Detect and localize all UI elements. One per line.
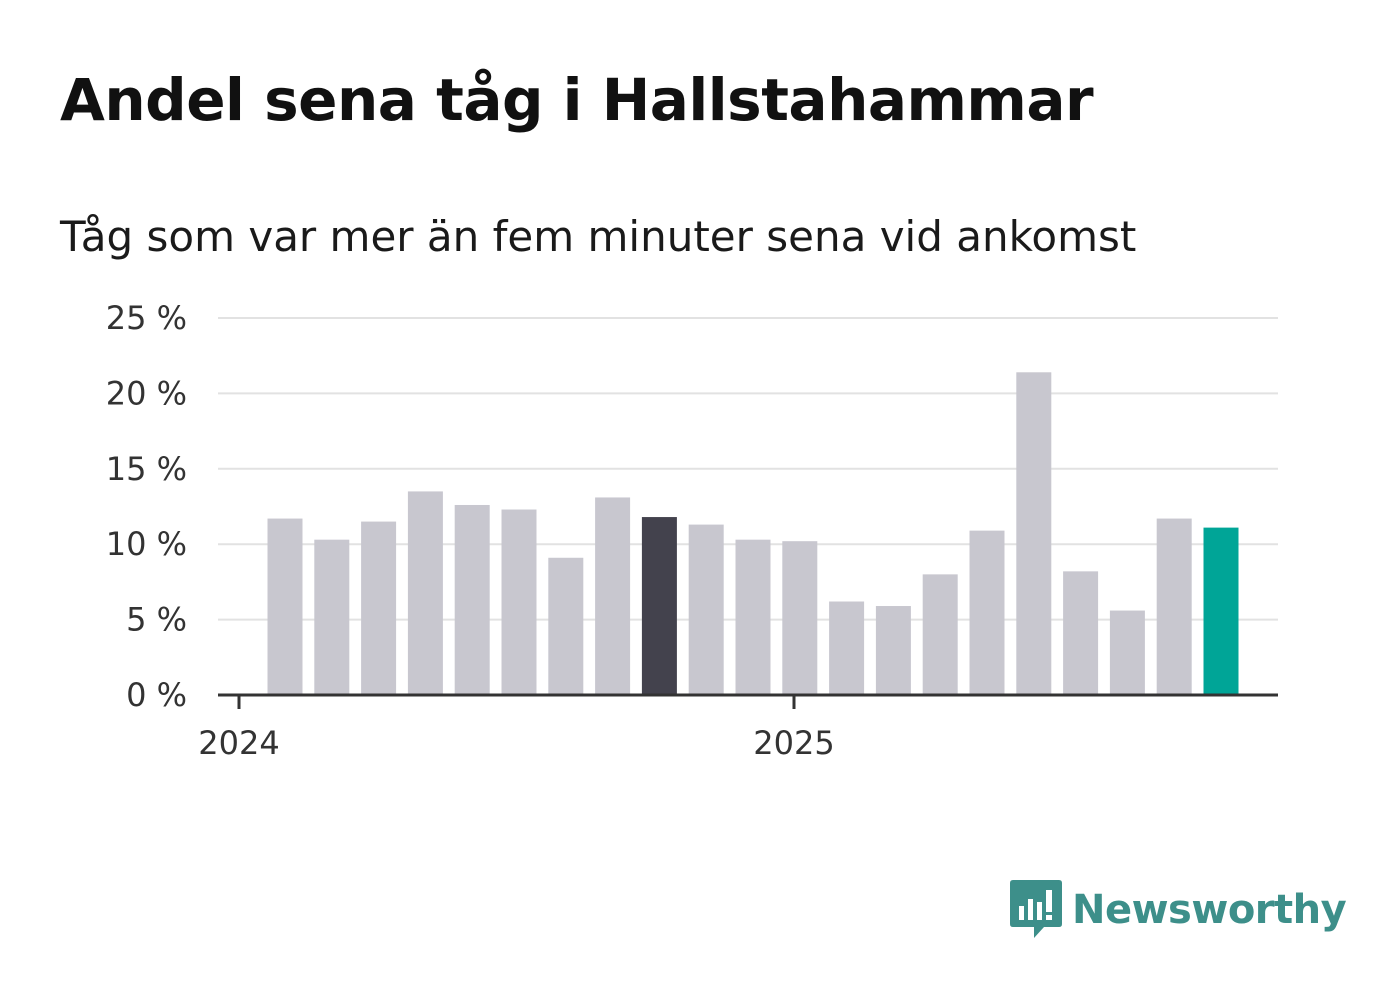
y-tick-label: 0 % bbox=[126, 676, 187, 714]
bar bbox=[1203, 527, 1239, 695]
bar bbox=[1063, 571, 1099, 695]
bar bbox=[361, 521, 397, 695]
bar-chart: 0 % 5 % 10 % 15 % 20 % 25 % 2024 2025 bbox=[106, 299, 1278, 762]
axes: 0 % 5 % 10 % 15 % 20 % 25 % 2024 2025 bbox=[106, 299, 1278, 762]
bar bbox=[267, 518, 303, 695]
y-tick-label: 10 % bbox=[106, 525, 187, 563]
chart-subtitle: Tåg som var mer än fem minuter sena vid … bbox=[60, 212, 1137, 261]
bar bbox=[407, 491, 443, 695]
bars bbox=[267, 372, 1239, 695]
bar bbox=[922, 574, 958, 695]
newsworthy-logo: Newsworthy bbox=[1010, 880, 1347, 940]
bar bbox=[595, 497, 631, 695]
bar bbox=[829, 601, 865, 695]
newsworthy-bar-chart-icon bbox=[1010, 880, 1062, 938]
y-tick-label: 20 % bbox=[106, 374, 187, 412]
bar bbox=[548, 557, 584, 695]
bar bbox=[314, 539, 350, 695]
logo-text: Newsworthy bbox=[1072, 887, 1347, 933]
bar bbox=[1016, 372, 1052, 695]
y-tick-label: 25 % bbox=[106, 299, 187, 337]
x-tick-label: 2025 bbox=[753, 724, 834, 762]
chart-title: Andel sena tåg i Hallstahammar bbox=[60, 66, 1094, 134]
bar bbox=[875, 606, 911, 695]
bar bbox=[641, 517, 677, 695]
y-tick-label: 15 % bbox=[106, 450, 187, 488]
bar bbox=[969, 530, 1005, 695]
y-tick-label: 5 % bbox=[126, 601, 187, 639]
bar bbox=[735, 539, 771, 695]
bar bbox=[1109, 610, 1145, 695]
bar bbox=[782, 541, 818, 695]
bar bbox=[501, 509, 537, 695]
x-tick-label: 2024 bbox=[198, 724, 279, 762]
bar bbox=[1156, 518, 1192, 695]
bar bbox=[688, 524, 724, 695]
bar bbox=[454, 504, 490, 695]
